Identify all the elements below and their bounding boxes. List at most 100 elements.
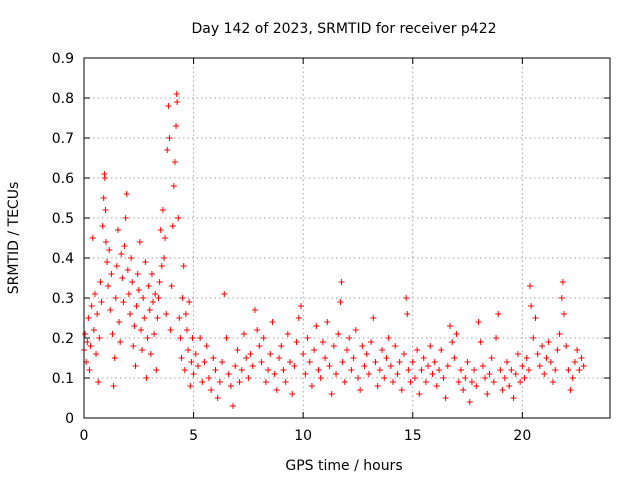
- data-point: [580, 363, 587, 369]
- data-point: [113, 263, 120, 269]
- data-point: [131, 323, 138, 329]
- data-point: [230, 403, 237, 409]
- data-point: [223, 335, 230, 341]
- data-point: [194, 363, 201, 369]
- data-point: [212, 367, 219, 373]
- data-point: [350, 355, 357, 361]
- data-point: [153, 367, 160, 373]
- data-point: [98, 299, 105, 305]
- data-point: [102, 207, 109, 213]
- data-point: [82, 331, 89, 337]
- data-point: [94, 311, 101, 317]
- data-point: [313, 323, 320, 329]
- grid-lines: [84, 58, 610, 418]
- data-point: [306, 359, 313, 365]
- data-point: [464, 359, 471, 365]
- data-point: [381, 375, 388, 381]
- data-point: [385, 335, 392, 341]
- data-point: [284, 331, 291, 337]
- data-point: [552, 367, 559, 373]
- data-point: [269, 319, 276, 325]
- data-point: [84, 339, 91, 345]
- data-point: [431, 359, 438, 365]
- data-point: [157, 227, 164, 233]
- data-point: [186, 299, 193, 305]
- data-point: [567, 387, 574, 393]
- data-point: [169, 223, 176, 229]
- data-point: [89, 235, 96, 241]
- data-point: [99, 223, 106, 229]
- data-point: [521, 375, 528, 381]
- data-point: [468, 379, 475, 385]
- data-point: [176, 315, 183, 321]
- data-point: [466, 399, 473, 405]
- data-point: [104, 259, 111, 265]
- data-point: [177, 335, 184, 341]
- data-point: [486, 371, 493, 377]
- data-point: [197, 335, 204, 341]
- data-point: [376, 367, 383, 373]
- data-point: [282, 379, 289, 385]
- data-point: [403, 295, 410, 301]
- data-point: [554, 347, 561, 353]
- data-point: [238, 367, 245, 373]
- data-point: [328, 391, 335, 397]
- data-point: [165, 103, 172, 109]
- data-point: [547, 359, 554, 365]
- data-point: [152, 291, 159, 297]
- data-point: [85, 315, 92, 321]
- data-point: [141, 315, 148, 321]
- data-point: [359, 343, 366, 349]
- data-point: [379, 347, 386, 353]
- data-point: [129, 279, 136, 285]
- data-point: [319, 339, 326, 345]
- data-point: [514, 351, 521, 357]
- data-point: [352, 327, 359, 333]
- data-point: [173, 91, 180, 97]
- data-point: [416, 391, 423, 397]
- data-point: [460, 387, 467, 393]
- data-point: [405, 367, 412, 373]
- data-point: [372, 359, 379, 365]
- data-point: [180, 263, 187, 269]
- data-point: [144, 335, 151, 341]
- data-point: [139, 347, 146, 353]
- data-point: [225, 371, 232, 377]
- data-point: [168, 283, 175, 289]
- data-point: [510, 395, 517, 401]
- data-point: [145, 283, 152, 289]
- data-point: [455, 379, 462, 385]
- data-point: [508, 367, 515, 373]
- data-point: [216, 379, 223, 385]
- y-tick-label: 0.6: [52, 171, 74, 187]
- data-point: [128, 255, 135, 261]
- data-point: [111, 355, 118, 361]
- data-point: [317, 375, 324, 381]
- data-point: [409, 359, 416, 365]
- data-point: [475, 319, 482, 325]
- data-point: [519, 363, 526, 369]
- y-tick-label: 0.7: [52, 131, 74, 147]
- data-point: [179, 295, 186, 301]
- data-point: [291, 363, 298, 369]
- data-point: [477, 339, 484, 345]
- data-point: [247, 351, 254, 357]
- data-point: [429, 371, 436, 377]
- data-point: [249, 363, 256, 369]
- data-point: [120, 299, 127, 305]
- data-point: [374, 383, 381, 389]
- data-point: [527, 283, 534, 289]
- data-point: [167, 327, 174, 333]
- data-point: [280, 367, 287, 373]
- data-point: [396, 359, 403, 365]
- data-point: [293, 339, 300, 345]
- data-point: [422, 379, 429, 385]
- data-point: [574, 347, 581, 353]
- data-point: [97, 279, 104, 285]
- data-point: [254, 327, 261, 333]
- data-point: [116, 319, 123, 325]
- data-point: [245, 375, 252, 381]
- data-point: [482, 375, 489, 381]
- data-point: [300, 351, 307, 357]
